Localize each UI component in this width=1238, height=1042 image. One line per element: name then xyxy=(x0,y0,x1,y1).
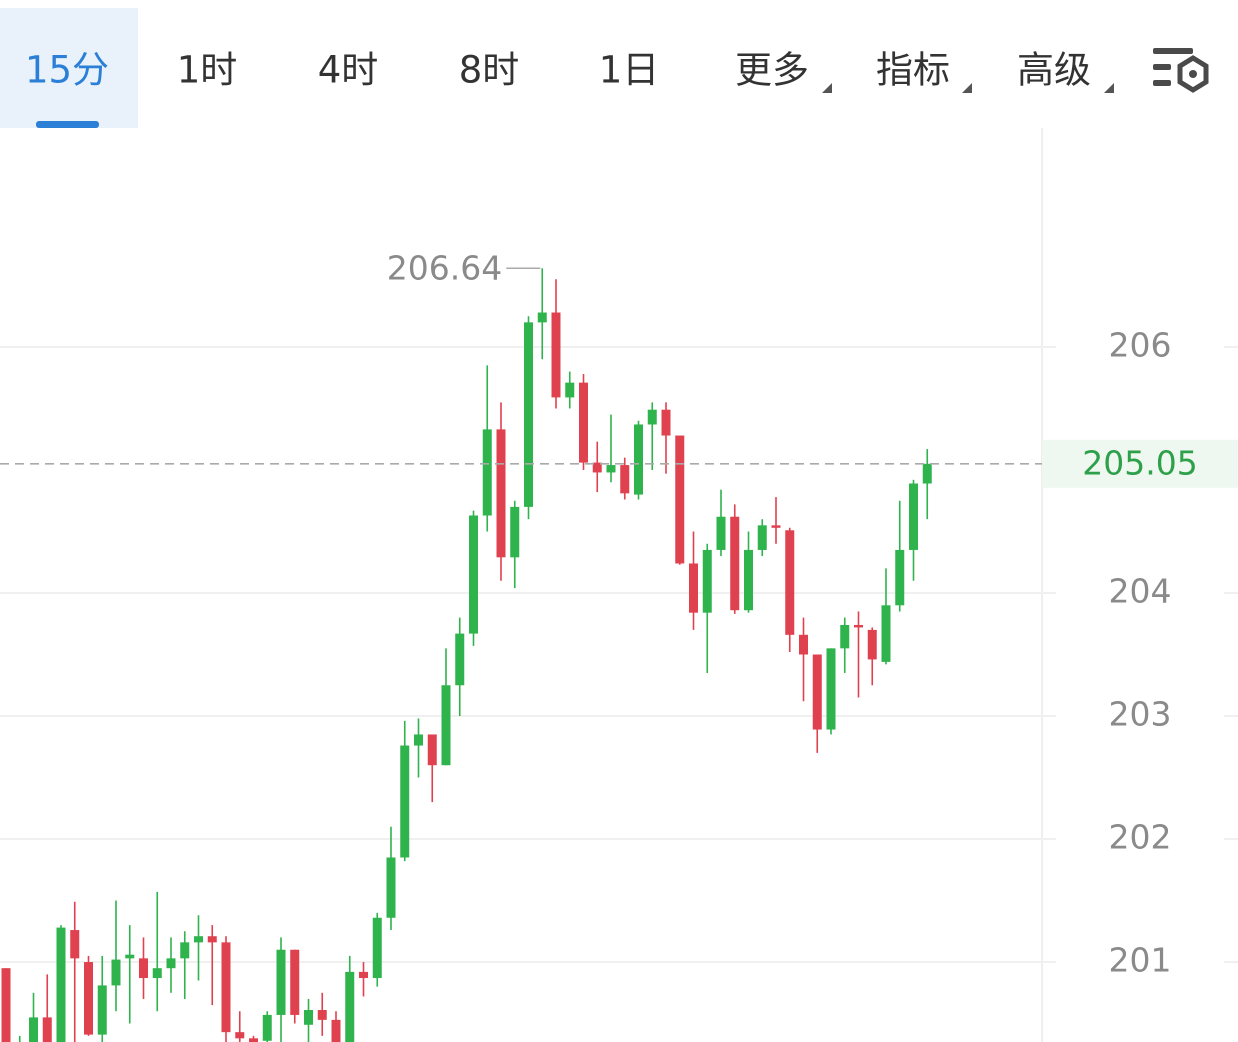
candles xyxy=(1,268,932,1042)
tab[interactable]: 指标 xyxy=(876,49,950,92)
candle-body xyxy=(524,322,533,507)
candle-body xyxy=(895,549,905,606)
toolbar xyxy=(0,0,1238,128)
candle-body xyxy=(675,435,685,564)
last-price-box xyxy=(1042,439,1238,488)
last-price-label: 205.05 xyxy=(1082,443,1197,482)
candle-body xyxy=(84,962,93,1035)
candle-body xyxy=(70,930,80,959)
candle-body xyxy=(579,382,588,463)
annotations: 206.64 205.05 xyxy=(0,249,1238,488)
candle-body xyxy=(785,530,795,635)
candle-body xyxy=(551,312,561,398)
candle-body xyxy=(510,506,520,558)
candle-body xyxy=(139,958,148,979)
candle-body xyxy=(317,1010,327,1020)
candle-body xyxy=(496,429,506,558)
y-tick-label: 201 xyxy=(1109,941,1172,980)
candle-body xyxy=(771,525,781,528)
candle-body xyxy=(909,483,918,550)
candle-body xyxy=(42,1017,52,1042)
candle-body xyxy=(166,958,176,969)
candle-body xyxy=(56,927,66,1042)
candle-body xyxy=(647,409,657,425)
candle-body xyxy=(427,734,437,766)
tab[interactable]: 1日 xyxy=(599,49,660,92)
candle-body xyxy=(331,1019,341,1042)
y-tick-label: 206 xyxy=(1109,325,1172,364)
candle-body xyxy=(386,857,396,918)
tab[interactable]: 15分 xyxy=(25,49,109,92)
candle-body xyxy=(29,1017,38,1042)
candle-body xyxy=(290,949,300,1015)
tab[interactable]: 更多 xyxy=(735,49,809,92)
candle-body xyxy=(634,424,643,495)
candle-body xyxy=(125,954,135,959)
max-label: 206.64 xyxy=(387,249,502,288)
candle-body xyxy=(262,1014,272,1041)
candle-body xyxy=(592,462,602,473)
candle-body xyxy=(799,634,808,655)
candle-body xyxy=(744,549,753,611)
candle-body xyxy=(565,382,575,398)
y-tick-label: 204 xyxy=(1109,571,1172,610)
candle-body xyxy=(689,563,698,613)
candle-body xyxy=(359,971,368,979)
tab[interactable]: 1时 xyxy=(177,49,238,92)
selected-tab-indicator xyxy=(36,121,99,128)
candle-body xyxy=(207,936,217,943)
candle-body xyxy=(826,648,836,730)
y-tick-label: 202 xyxy=(1109,818,1172,857)
candle-body xyxy=(812,654,822,730)
candle-body xyxy=(221,942,231,1033)
grid: 201 202 203 204 206 xyxy=(0,325,1238,980)
tab[interactable]: 8时 xyxy=(459,49,520,92)
y-tick-label: 203 xyxy=(1109,695,1172,734)
candle-body xyxy=(249,1038,258,1042)
candle-body xyxy=(537,312,547,323)
candle-body xyxy=(180,942,190,959)
candle-body xyxy=(757,525,767,550)
tab[interactable]: 高级 xyxy=(1017,49,1091,92)
tab[interactable]: 4时 xyxy=(318,49,379,92)
candle-body xyxy=(730,516,740,611)
candle-body xyxy=(482,429,492,516)
candle-body xyxy=(661,409,671,436)
settings-icon[interactable] xyxy=(1153,48,1209,93)
candle-body xyxy=(455,633,465,686)
candle-body xyxy=(345,971,355,1042)
candle-body xyxy=(469,515,478,634)
candle-body xyxy=(1,968,11,1042)
candle-body xyxy=(840,624,850,649)
candle-body xyxy=(606,465,616,473)
candle-body xyxy=(441,685,451,766)
candle-body xyxy=(854,624,863,628)
candle-body xyxy=(400,745,410,858)
candle-body xyxy=(620,465,630,494)
candle-body xyxy=(867,629,877,660)
candle-body xyxy=(152,968,162,979)
candle-body xyxy=(881,605,891,662)
candle-body xyxy=(414,734,423,746)
candle-body xyxy=(276,949,286,1015)
candle-body xyxy=(372,917,382,979)
candle-body xyxy=(111,959,121,986)
dropdown-carets xyxy=(822,83,1114,93)
candle-body xyxy=(716,516,726,550)
candle-body xyxy=(194,936,203,943)
candle-body xyxy=(235,1032,245,1039)
tab-bar: 15分 1时 4时 8时 1日 更多 指标 高级 xyxy=(25,49,1091,92)
selected-tab-background xyxy=(0,8,138,128)
candle-body xyxy=(304,1010,313,1025)
candle-body xyxy=(702,549,712,613)
candle-body xyxy=(922,463,932,484)
candle-body xyxy=(97,985,107,1035)
